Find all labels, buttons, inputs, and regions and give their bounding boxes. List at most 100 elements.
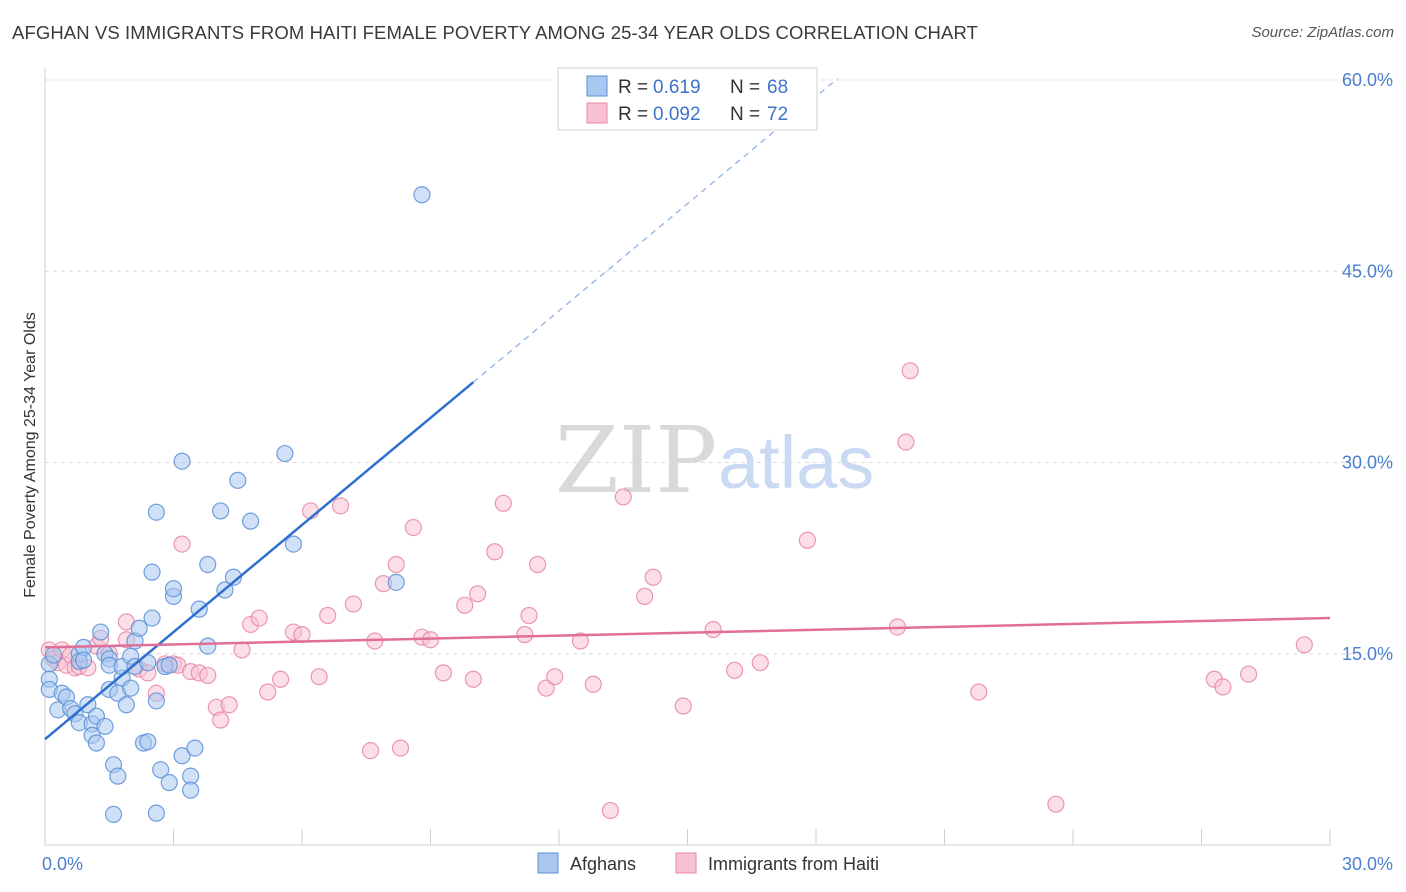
afghans-point-44 (147, 503, 165, 521)
haiti-point-71 (901, 362, 919, 380)
haiti-point-44 (404, 518, 422, 537)
afghans-point-45 (152, 761, 170, 779)
haiti-point-48 (456, 596, 474, 614)
y-tick-label-0: 15.0% (1342, 644, 1393, 664)
y-tick-label-2: 45.0% (1342, 261, 1393, 281)
afghans-point-41 (143, 563, 161, 581)
y-axis-label: Female Poverty Among 25-34 Year Olds (22, 312, 39, 598)
afghans-point-40 (143, 609, 161, 627)
afghans-point-18 (87, 734, 106, 752)
y-tick-label-1: 30.0% (1342, 453, 1393, 473)
haiti-point-37 (331, 497, 350, 515)
afghans-point-28 (109, 767, 127, 785)
bottom-legend-label-haiti: Immigrants from Haiti (708, 854, 879, 874)
haiti-point-53 (516, 626, 534, 644)
bottom-legend-swatch-haiti (675, 852, 697, 874)
haiti-point-59 (584, 675, 602, 693)
chart-title: AFGHAN VS IMMIGRANTS FROM HAITI FEMALE P… (12, 22, 978, 43)
haiti-point-52 (494, 494, 512, 512)
haiti-point-65 (704, 620, 722, 639)
afghans-point-42 (147, 692, 165, 710)
haiti-point-63 (644, 568, 662, 586)
legend-n-label-2: N = (730, 104, 760, 125)
afghans-point-58 (199, 637, 217, 655)
legend-n-label-1: N = (730, 77, 760, 98)
y-tick-labels: 15.0% 30.0% 45.0% 60.0% (1342, 70, 1393, 664)
afghans-point-47 (160, 773, 178, 792)
haiti-point-43 (391, 739, 410, 757)
legend-n-value-1: 68 (767, 77, 788, 98)
haiti-point-30 (259, 683, 277, 701)
afghans-point-55 (186, 739, 204, 757)
haiti-point-23 (199, 666, 217, 685)
haiti-point-61 (614, 488, 632, 506)
legend-swatch-afghans (586, 75, 608, 97)
afghans-point-57 (199, 555, 217, 574)
haiti-point-26 (220, 696, 238, 714)
haiti-point-60 (601, 801, 620, 820)
bottom-legend-swatch-afghans (537, 852, 559, 874)
bottom-legend-label-afghans: Afghans (570, 854, 636, 874)
haiti-point-72 (970, 683, 988, 701)
haiti-point-56 (537, 679, 555, 697)
x-tick-label-0: 0.0% (42, 854, 83, 874)
legend-swatch-haiti (586, 102, 608, 124)
haiti-point-57 (546, 668, 564, 686)
haiti-point-76 (1240, 665, 1258, 683)
trend-lines (44, 78, 1331, 741)
afghans-point-67 (413, 186, 431, 204)
afghans-point-39 (139, 733, 157, 751)
legend-r-value-1: 0.619 (653, 77, 701, 98)
haiti-point-50 (469, 585, 487, 603)
afghans-point-19 (92, 623, 110, 641)
afghans-point-66 (387, 573, 405, 591)
haiti-point-35 (310, 668, 328, 686)
afghans-point-51 (173, 452, 191, 470)
afghans-point-13 (74, 651, 93, 669)
afghans-point-26 (104, 805, 123, 824)
haiti-point-64 (674, 697, 692, 715)
gridlines (45, 79, 1393, 655)
haiti-point-27 (233, 641, 251, 659)
haiti-point-77 (1295, 636, 1313, 654)
afghans-point-33 (122, 679, 140, 697)
afghans-trend-extension (472, 78, 838, 383)
afghans-point-31 (117, 696, 135, 714)
watermark: ZIP atlas (555, 407, 874, 514)
afghans-point-43 (147, 804, 165, 822)
haiti-point-20 (173, 535, 191, 553)
afghans-point-3 (44, 646, 63, 664)
afghans-point-61 (224, 568, 243, 586)
haiti-point-49 (464, 670, 482, 688)
haiti-point-31 (271, 670, 290, 688)
afghans-point-36 (130, 619, 148, 637)
haiti-point-68 (798, 531, 817, 549)
haiti-point-75 (1214, 678, 1232, 696)
axes (44, 68, 1331, 846)
haiti-point-25 (212, 711, 230, 729)
afghans-point-54 (182, 781, 200, 799)
x-tick-label-1: 30.0% (1342, 854, 1393, 874)
haiti-point-73 (1047, 795, 1065, 813)
haiti-point-67 (751, 654, 769, 672)
haiti-point-36 (319, 606, 337, 625)
afghans-point-50 (164, 580, 183, 598)
haiti-point-66 (726, 661, 744, 679)
haiti-point-62 (636, 587, 654, 605)
legend-r-label-2: R = (618, 104, 648, 125)
legend-r-label-1: R = (618, 77, 648, 98)
afghans-point-62 (229, 471, 247, 489)
afghans-point-21 (96, 717, 114, 736)
haiti-point-70 (897, 433, 915, 451)
afghans-point-63 (242, 512, 260, 530)
haiti-point-51 (486, 543, 504, 561)
haiti-trend-line (44, 616, 1331, 649)
legend-r-value-2: 0.092 (653, 104, 701, 125)
haiti-point-42 (387, 555, 405, 574)
legend-n-value-2: 72 (767, 104, 788, 125)
x-tick-labels: 0.0% 30.0% (42, 854, 1393, 874)
haiti-point-58 (571, 632, 590, 650)
bottom-legend: Afghans Immigrants from Haiti (537, 852, 879, 874)
y-tick-label-3: 60.0% (1342, 70, 1393, 90)
